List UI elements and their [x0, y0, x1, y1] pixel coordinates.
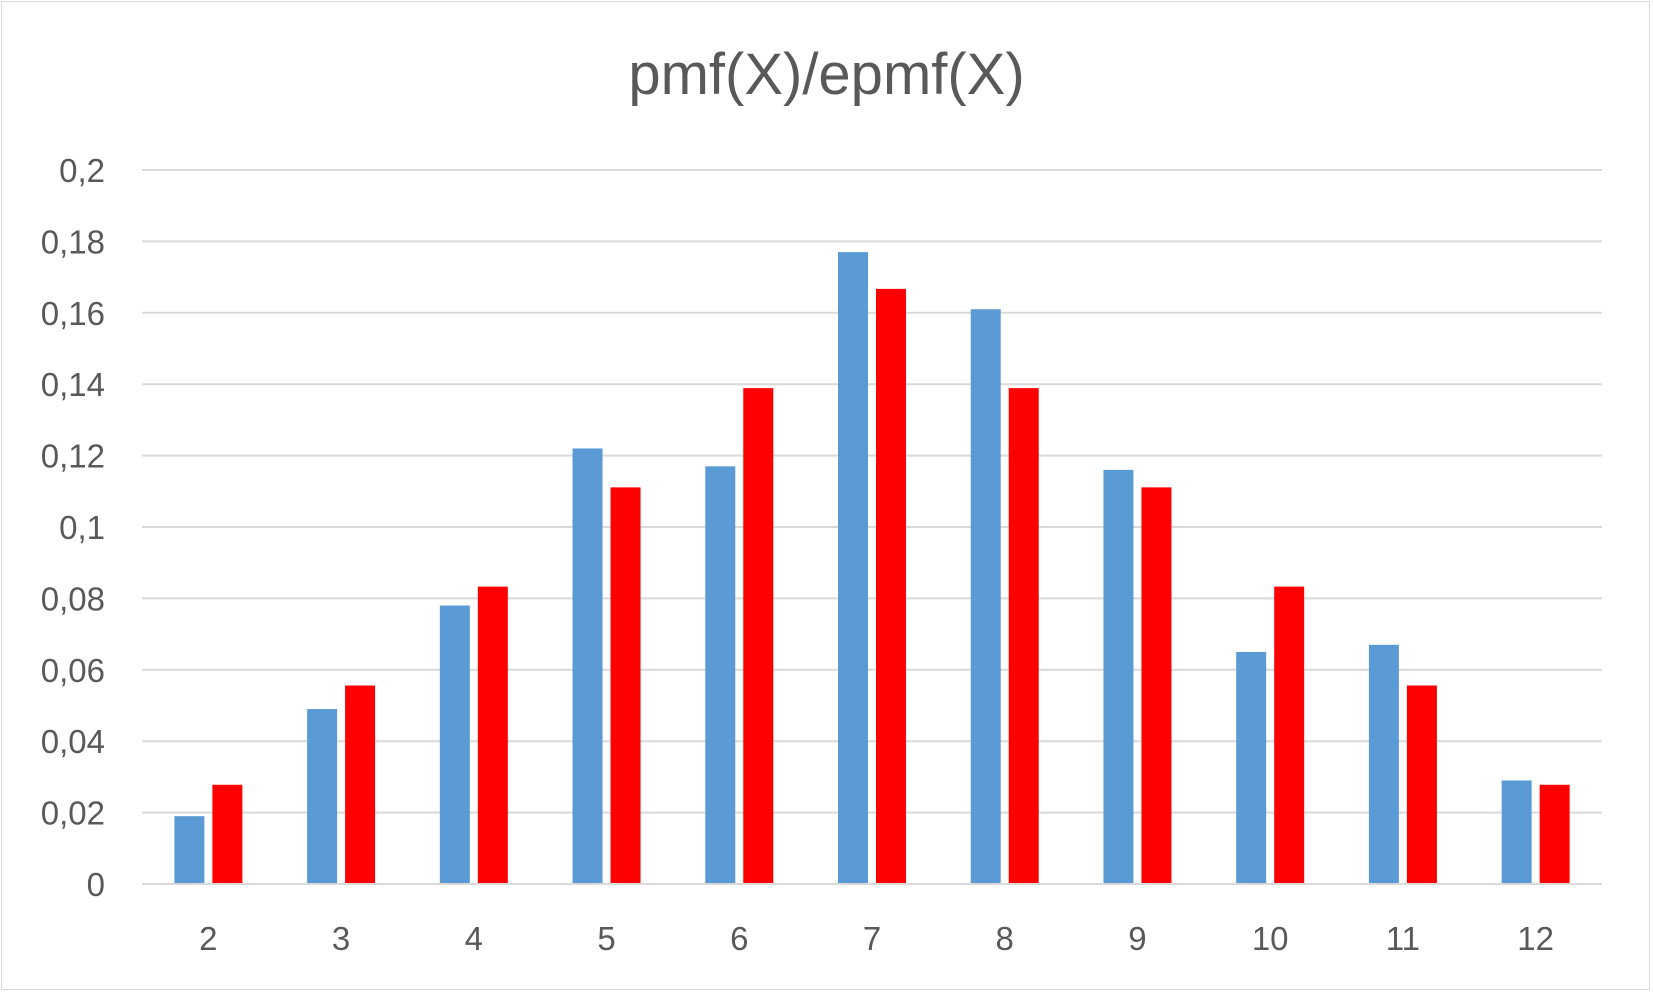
bar-series-2	[345, 685, 376, 884]
y-tick-label: 0,08	[41, 580, 105, 617]
bar-series-1	[1236, 651, 1267, 884]
bar-series-1	[572, 448, 603, 884]
y-tick-label: 0,1	[59, 509, 105, 546]
x-tick-label: 8	[996, 920, 1014, 957]
bar-series-1	[970, 309, 1001, 885]
bar-series-1	[705, 466, 736, 884]
y-tick-label: 0,04	[41, 723, 105, 760]
x-tick-label: 7	[863, 920, 881, 957]
chart-title: pmf(X)/epmf(X)	[628, 42, 1025, 107]
bar-series-2	[1008, 388, 1039, 884]
x-tick-label: 3	[332, 920, 350, 957]
bar-series-1	[1501, 780, 1532, 884]
axes: 0 0,02 0,04 0,06 0,08 0,1 0,12 0,14 0,16 0,18 0,2 2…	[41, 152, 1602, 957]
y-tick-label: 0,16	[41, 295, 105, 332]
bar-series-1	[1368, 644, 1399, 884]
bar-series-2	[610, 487, 641, 884]
gridlines	[142, 169, 1602, 814]
y-tick-label: 0,12	[41, 438, 105, 475]
bar-series-2	[1141, 487, 1172, 884]
x-tick-label: 6	[730, 920, 748, 957]
y-tick-label: 0,02	[41, 795, 105, 832]
y-tick-label: 0,06	[41, 652, 105, 689]
bar-series-1	[838, 252, 868, 885]
y-tick-label: 0	[87, 866, 105, 903]
x-tick-label: 5	[597, 920, 615, 957]
bar-series-2	[1539, 784, 1570, 884]
bar-series-1	[1103, 469, 1134, 884]
x-tick-label: 12	[1517, 920, 1554, 957]
bar-series-2	[212, 784, 243, 884]
x-tick-label: 4	[465, 920, 483, 957]
bar-series-2	[743, 388, 774, 884]
bar-series-2	[1406, 685, 1437, 884]
bar-series-2	[876, 288, 906, 885]
x-tick-label: 11	[1386, 920, 1420, 957]
y-tick-label: 0,2	[59, 152, 105, 189]
x-tick-label: 2	[199, 920, 217, 957]
bar-series-1	[174, 816, 205, 884]
bar-series-2	[477, 586, 508, 884]
bar-series-1	[307, 709, 338, 884]
bar-series-2	[1274, 586, 1305, 884]
x-tick-label: 9	[1128, 920, 1146, 957]
bars	[174, 252, 1570, 885]
y-tick-label: 0,14	[41, 366, 105, 403]
x-tick-label: 10	[1252, 920, 1289, 957]
bar-series-1	[439, 605, 470, 884]
y-tick-label: 0,18	[41, 223, 105, 260]
